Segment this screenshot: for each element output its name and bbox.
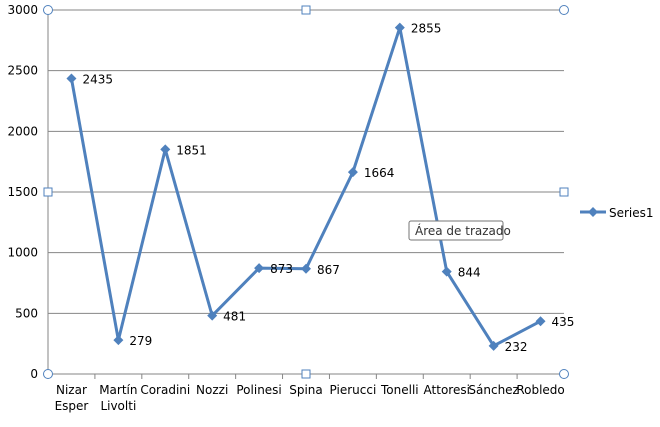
data-label: 435 xyxy=(552,315,575,329)
data-point-marker[interactable] xyxy=(441,266,452,277)
y-tick-label: 500 xyxy=(15,306,38,320)
series-1[interactable] xyxy=(66,22,546,351)
data-point-marker[interactable] xyxy=(207,310,218,321)
data-label: 867 xyxy=(317,263,340,277)
y-tick-label: 1500 xyxy=(7,185,38,199)
x-tick-label: Nozzi xyxy=(196,383,228,397)
x-tick-label: Nizar xyxy=(56,383,87,397)
data-label: 1664 xyxy=(364,166,395,180)
data-label: 873 xyxy=(270,262,293,276)
gridlines xyxy=(47,9,565,379)
y-tick-label: 1000 xyxy=(7,246,38,260)
x-tick-label: Pierucci xyxy=(330,383,377,397)
side-resize-handle[interactable] xyxy=(559,187,569,197)
data-point-marker[interactable] xyxy=(301,263,311,274)
series-line[interactable] xyxy=(69,26,542,348)
x-tick-label: Tonelli xyxy=(380,383,419,397)
data-label: 2855 xyxy=(411,22,442,36)
data-label: 279 xyxy=(129,334,152,348)
x-tick-label: Martín xyxy=(99,383,137,397)
data-label: 1851 xyxy=(176,143,207,157)
x-tick-label: Livolti xyxy=(100,399,136,413)
x-tick-label: Polinesi xyxy=(236,383,281,397)
x-tick-label: Esper xyxy=(55,399,89,413)
plot-area-selection-handles[interactable] xyxy=(43,5,569,379)
data-point-marker[interactable] xyxy=(347,167,358,178)
data-point-marker[interactable] xyxy=(66,73,77,84)
x-tick-label: Robledo xyxy=(516,383,564,397)
y-tick-label: 2000 xyxy=(7,124,38,138)
x-tick-label: Attoresi xyxy=(424,383,470,397)
legend-label: Series1 xyxy=(609,206,654,220)
data-labels: 2435 279 1851 481 873 867 1664 2855 844 232 435 xyxy=(82,22,574,354)
corner-resize-handle[interactable] xyxy=(43,369,53,379)
data-point-marker[interactable] xyxy=(488,340,499,351)
data-point-marker[interactable] xyxy=(254,263,265,274)
side-resize-handle[interactable] xyxy=(301,5,311,15)
data-label: 481 xyxy=(223,310,246,324)
data-label: 2435 xyxy=(82,73,113,87)
corner-resize-handle[interactable] xyxy=(43,5,53,15)
data-label: 232 xyxy=(505,340,528,354)
corner-resize-handle[interactable] xyxy=(559,5,569,15)
x-tick-label: Sánchez xyxy=(468,383,518,397)
x-axis-tick-labels: Nizar Esper Martín Livolti Coradini Nozzi Poli… xyxy=(55,383,565,413)
plot-area-tooltip: Área de trazado xyxy=(408,220,511,241)
y-tick-label: 3000 xyxy=(7,3,38,17)
legend[interactable]: Series1 xyxy=(580,206,654,220)
legend-marker xyxy=(588,207,598,217)
data-point-marker[interactable] xyxy=(113,335,124,346)
x-tick-label: Spina xyxy=(289,383,323,397)
side-resize-handle[interactable] xyxy=(43,187,53,197)
data-label: 844 xyxy=(458,266,481,280)
y-axis-tick-labels: 0 500 1000 1500 2000 2500 3000 xyxy=(7,3,38,381)
data-point-marker[interactable] xyxy=(394,22,405,33)
y-tick-label: 0 xyxy=(30,367,38,381)
data-point-marker[interactable] xyxy=(535,316,546,327)
side-resize-handle[interactable] xyxy=(301,369,311,379)
data-point-marker[interactable] xyxy=(160,144,171,155)
tooltip-text: Área de trazado xyxy=(415,223,511,238)
y-tick-label: 2500 xyxy=(7,64,38,78)
corner-resize-handle[interactable] xyxy=(559,369,569,379)
x-tick-label: Coradini xyxy=(140,383,190,397)
tooltip-box xyxy=(408,220,504,241)
